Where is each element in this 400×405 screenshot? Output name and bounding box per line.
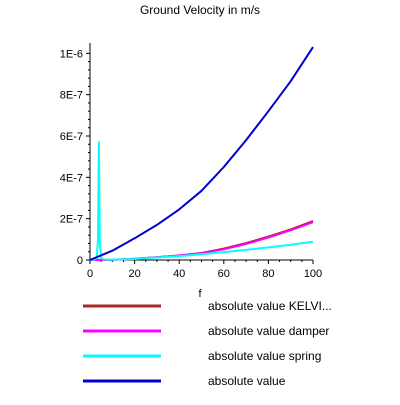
legend-label: absolute value KELVI... [208, 299, 332, 313]
legend-label: absolute value spring [208, 349, 321, 363]
x-tick-label: 40 [173, 268, 185, 280]
y-tick-label: 8E-7 [60, 90, 83, 102]
series-line-4 [89, 46, 314, 261]
x-tick-label: 100 [304, 268, 322, 280]
legend: absolute value KELVI... absolute value da… [83, 299, 332, 388]
y-tick-label: 4E-7 [60, 172, 83, 184]
plot-area: 0 20 40 60 80 100 0 2E-7 4E-7 6E-7 8E-7 1E-6 [60, 43, 322, 280]
x-tick-label: 60 [218, 268, 230, 280]
y-tick-label: 0 [77, 255, 83, 267]
legend-label: absolute value damper [208, 324, 329, 338]
x-tick-label: 20 [128, 268, 140, 280]
x-axis-label: f [198, 288, 202, 300]
y-tick-label: 2E-7 [60, 214, 83, 226]
chart-title: Ground Velocity in m/s [140, 3, 260, 17]
x-tick-label: 0 [87, 268, 93, 280]
series-line-3 [89, 141, 314, 261]
x-tick-label: 80 [262, 268, 274, 280]
y-tick-label: 1E-6 [60, 48, 83, 60]
legend-label: absolute value [208, 374, 286, 388]
y-tick-label: 6E-7 [60, 131, 83, 143]
